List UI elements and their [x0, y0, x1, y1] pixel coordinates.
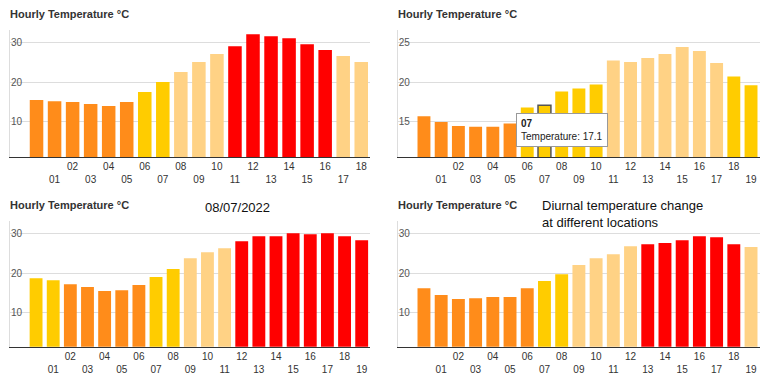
svg-text:04: 04 — [99, 351, 111, 362]
svg-text:20: 20 — [399, 268, 411, 279]
svg-text:08: 08 — [556, 161, 568, 172]
svg-text:03: 03 — [82, 364, 94, 375]
svg-text:02: 02 — [453, 351, 465, 362]
svg-text:03: 03 — [470, 174, 482, 185]
svg-text:13: 13 — [642, 364, 654, 375]
svg-text:08: 08 — [175, 161, 187, 172]
svg-text:07: 07 — [150, 364, 162, 375]
svg-text:12: 12 — [625, 161, 637, 172]
svg-text:10: 10 — [399, 307, 411, 318]
svg-text:Hourly Temperature °C: Hourly Temperature °C — [398, 8, 517, 20]
svg-text:15: 15 — [288, 364, 300, 375]
svg-text:18: 18 — [339, 351, 351, 362]
svg-text:05: 05 — [121, 174, 133, 185]
svg-text:04: 04 — [487, 351, 499, 362]
svg-text:20: 20 — [11, 77, 23, 88]
svg-text:Hourly Temperature °C: Hourly Temperature °C — [398, 199, 517, 211]
svg-text:04: 04 — [103, 161, 115, 172]
svg-text:16: 16 — [305, 351, 317, 362]
svg-text:16: 16 — [320, 161, 332, 172]
svg-text:03: 03 — [85, 174, 97, 185]
svg-text:06: 06 — [133, 351, 145, 362]
svg-text:13: 13 — [253, 364, 265, 375]
svg-text:16: 16 — [694, 351, 706, 362]
svg-text:02: 02 — [65, 351, 77, 362]
svg-text:15: 15 — [399, 116, 411, 127]
svg-text:20: 20 — [11, 268, 23, 279]
svg-text:07Temperature: 17.1: 07Temperature: 17.1 — [521, 118, 603, 142]
svg-text:19: 19 — [745, 364, 757, 375]
svg-text:08: 08 — [168, 351, 180, 362]
svg-text:07: 07 — [157, 174, 169, 185]
svg-text:17: 17 — [322, 364, 334, 375]
svg-text:11: 11 — [230, 174, 241, 185]
svg-text:13: 13 — [265, 174, 277, 185]
svg-text:10: 10 — [11, 116, 23, 127]
svg-text:14: 14 — [270, 351, 282, 362]
svg-text:05: 05 — [504, 364, 516, 375]
svg-text:09: 09 — [185, 364, 197, 375]
svg-text:17: 17 — [711, 174, 723, 185]
svg-text:15: 15 — [302, 174, 314, 185]
svg-text:19: 19 — [745, 174, 757, 185]
svg-text:05: 05 — [116, 364, 128, 375]
svg-text:30: 30 — [11, 37, 23, 48]
svg-text:01: 01 — [436, 174, 448, 185]
svg-text:03: 03 — [470, 364, 482, 375]
svg-text:Diurnal temperature changeat d: Diurnal temperature changeat different l… — [542, 198, 703, 230]
svg-text:30: 30 — [399, 228, 411, 239]
svg-text:18: 18 — [356, 161, 368, 172]
svg-text:05: 05 — [504, 174, 516, 185]
svg-text:13: 13 — [642, 174, 654, 185]
svg-text:06: 06 — [522, 161, 534, 172]
svg-text:14: 14 — [284, 161, 296, 172]
svg-text:12: 12 — [625, 351, 637, 362]
svg-text:07: 07 — [539, 174, 551, 185]
svg-text:06: 06 — [139, 161, 151, 172]
svg-text:18: 18 — [728, 351, 740, 362]
svg-text:10: 10 — [11, 307, 23, 318]
svg-text:01: 01 — [48, 364, 60, 375]
svg-text:01: 01 — [436, 364, 448, 375]
svg-text:14: 14 — [659, 161, 671, 172]
svg-text:06: 06 — [522, 351, 534, 362]
svg-text:Hourly Temperature °C: Hourly Temperature °C — [10, 8, 129, 20]
svg-text:20: 20 — [399, 77, 411, 88]
svg-text:12: 12 — [236, 351, 248, 362]
svg-text:07: 07 — [539, 364, 551, 375]
svg-text:15: 15 — [677, 364, 689, 375]
svg-text:18: 18 — [728, 161, 740, 172]
svg-text:11: 11 — [608, 174, 619, 185]
svg-text:09: 09 — [573, 174, 585, 185]
svg-text:10: 10 — [211, 161, 223, 172]
svg-text:09: 09 — [193, 174, 205, 185]
svg-text:10: 10 — [591, 351, 603, 362]
svg-text:10: 10 — [591, 161, 603, 172]
svg-text:08: 08 — [556, 351, 568, 362]
svg-text:02: 02 — [67, 161, 79, 172]
svg-text:11: 11 — [219, 364, 230, 375]
svg-text:25: 25 — [399, 37, 411, 48]
svg-text:04: 04 — [487, 161, 499, 172]
svg-text:08/07/2022: 08/07/2022 — [205, 200, 270, 215]
svg-text:14: 14 — [659, 351, 671, 362]
svg-text:01: 01 — [49, 174, 61, 185]
svg-text:11: 11 — [608, 364, 619, 375]
svg-text:30: 30 — [11, 228, 23, 239]
svg-text:16: 16 — [694, 161, 706, 172]
svg-text:10: 10 — [202, 351, 214, 362]
svg-text:17: 17 — [338, 174, 350, 185]
svg-text:15: 15 — [677, 174, 689, 185]
svg-text:02: 02 — [453, 161, 465, 172]
svg-text:17: 17 — [711, 364, 723, 375]
svg-text:12: 12 — [247, 161, 259, 172]
svg-text:09: 09 — [573, 364, 585, 375]
svg-text:19: 19 — [356, 364, 368, 375]
svg-text:Hourly Temperature °C: Hourly Temperature °C — [10, 199, 129, 211]
